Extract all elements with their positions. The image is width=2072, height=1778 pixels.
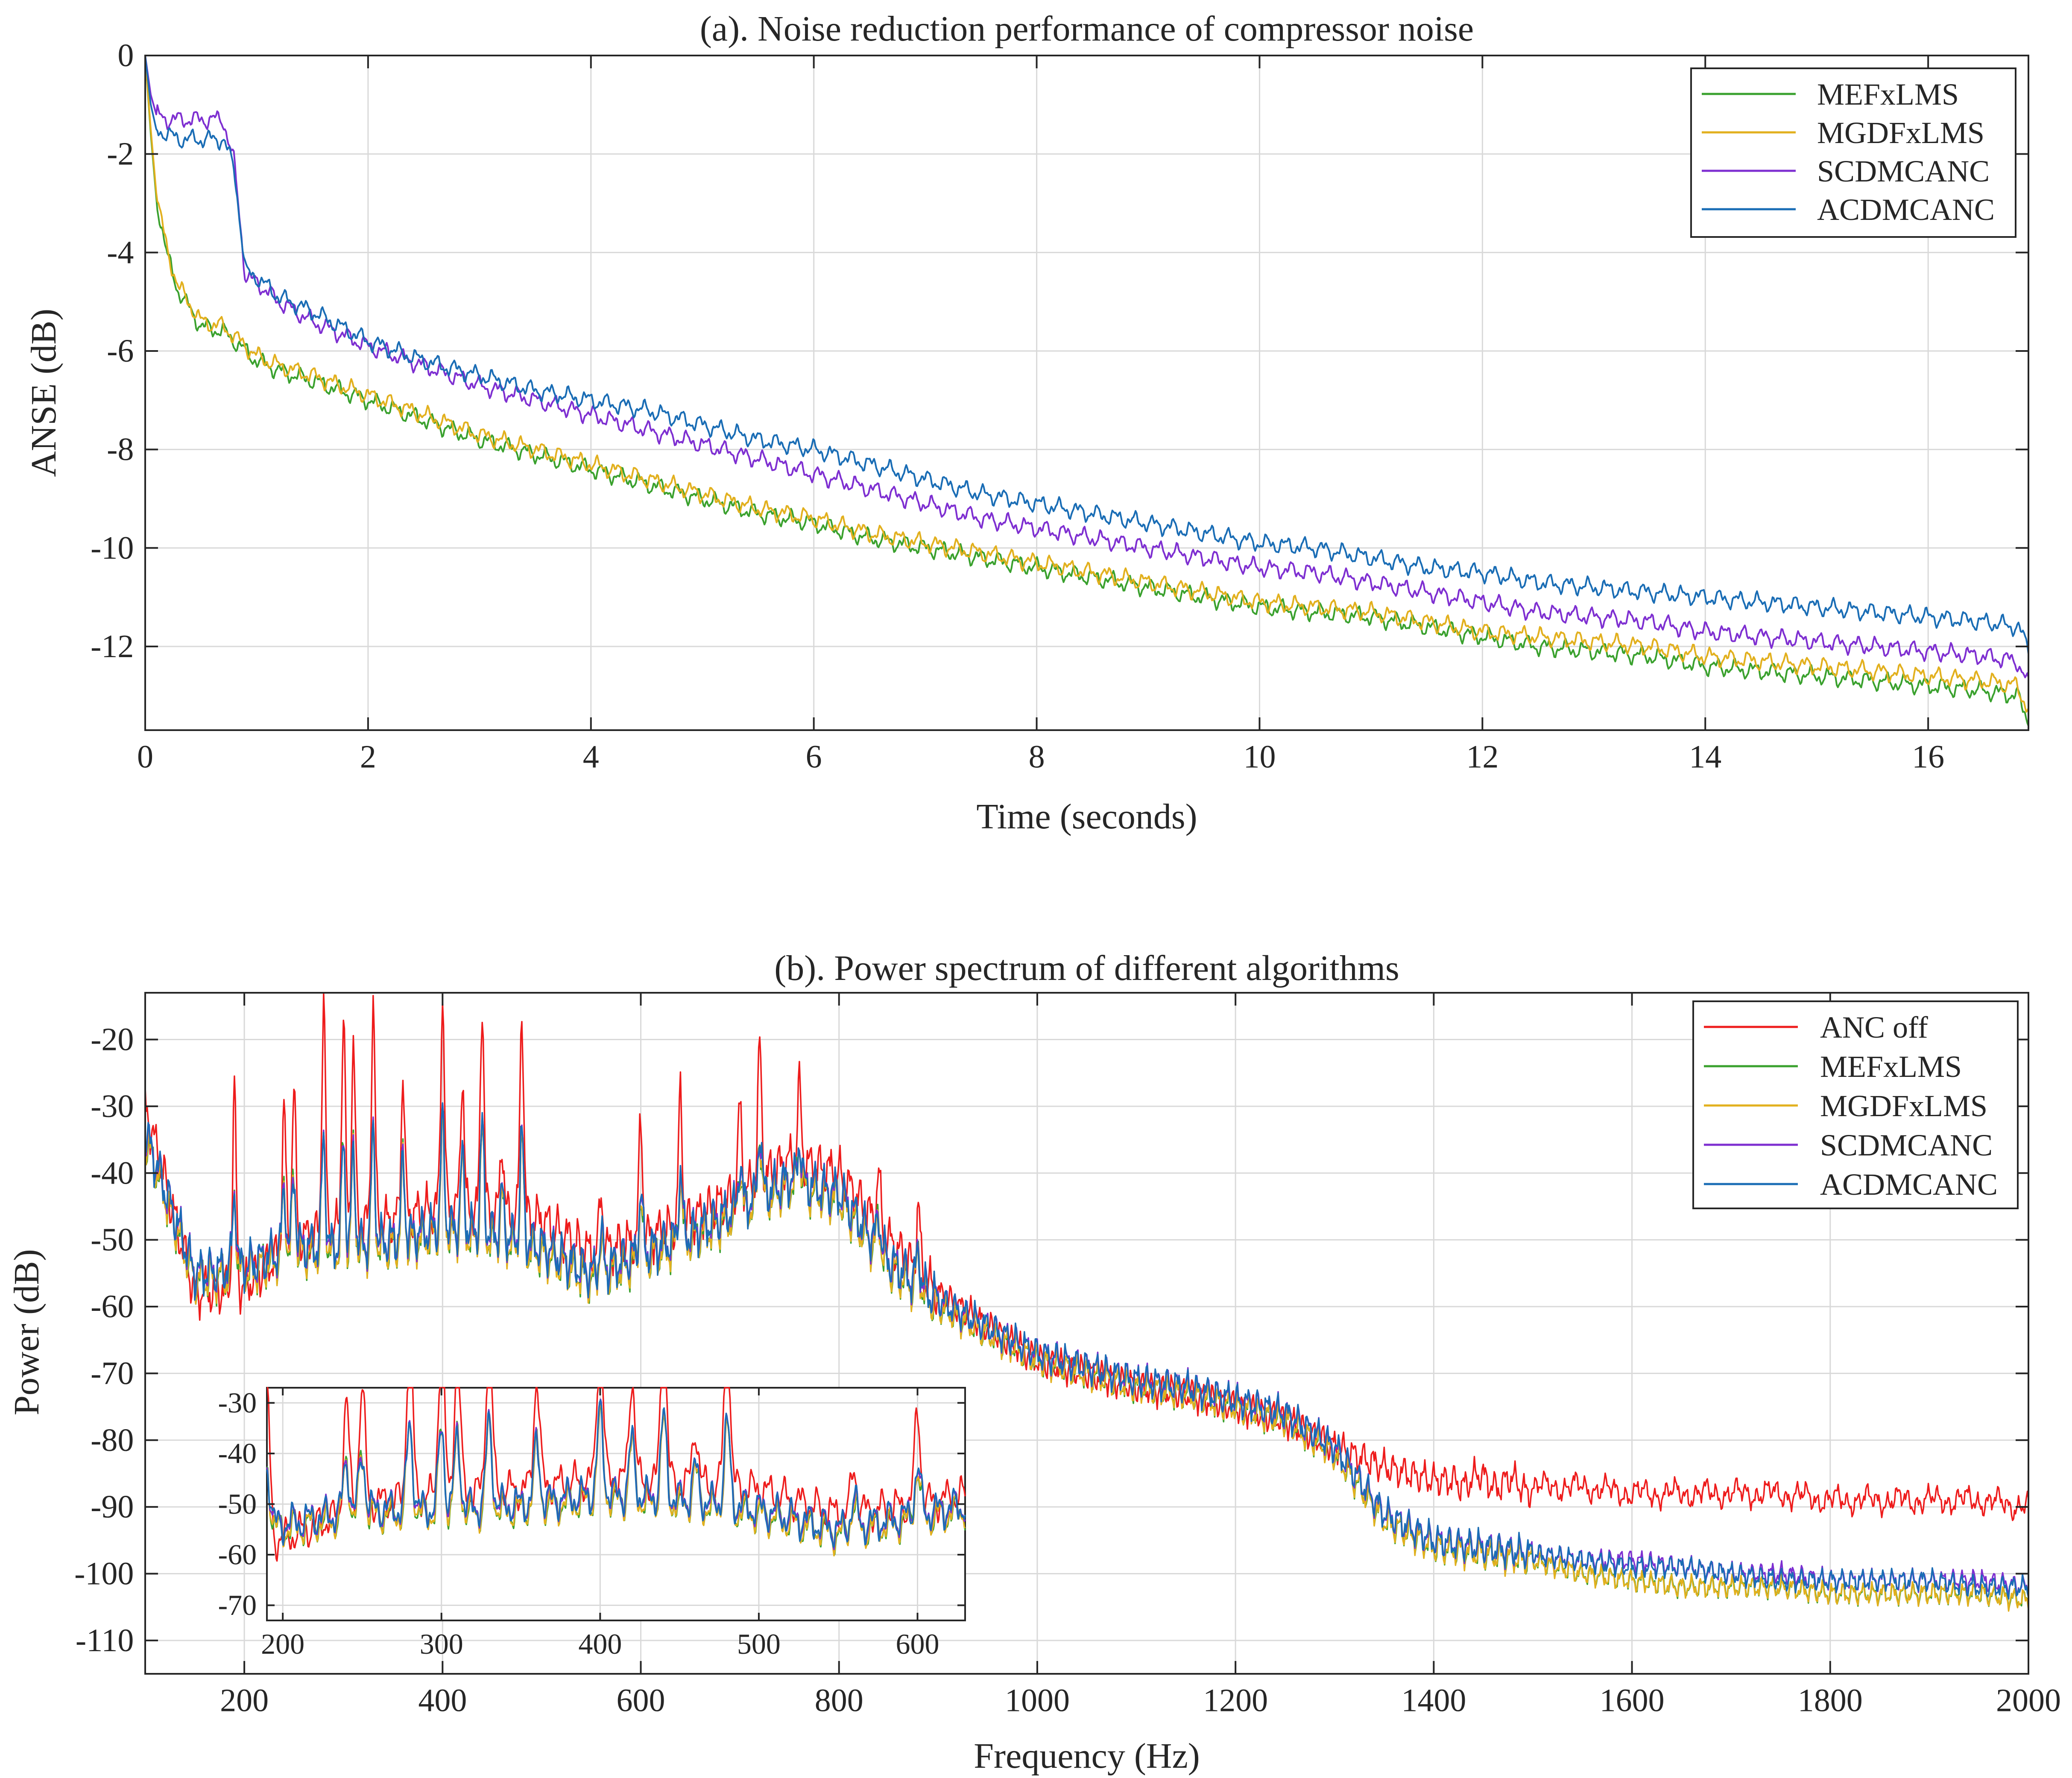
- y-axis-label-b: Power (dB): [7, 1249, 47, 1415]
- b-y-tick-label--100: -100: [74, 1556, 134, 1592]
- b-x-tick-label-1800: 1800: [1798, 1682, 1863, 1718]
- series-line-a-scdmcanc: [144, 55, 2029, 678]
- legend-label-mgdfxlms: MGDFxLMS: [1817, 116, 1984, 150]
- b-y-tick-label--40: -40: [91, 1155, 134, 1191]
- inset-x-tick-label-200: 200: [261, 1628, 304, 1660]
- a-y-tick-label--2: -2: [107, 136, 134, 172]
- legend-label-b-mefxlms: MEFxLMS: [1820, 1050, 1962, 1084]
- legend-label-mefxlms: MEFxLMS: [1817, 77, 1959, 111]
- inset-x-tick-label-400: 400: [578, 1628, 622, 1660]
- b-x-tick-label-800: 800: [815, 1682, 863, 1718]
- b-x-tick-label-400: 400: [418, 1682, 467, 1718]
- b-x-tick-label-1400: 1400: [1401, 1682, 1466, 1718]
- inset-series-line-acdmcanc: [266, 1399, 966, 1548]
- legend-b: ANC off MEFxLMS MGDFxLMS SCDMCANC ACDMCA…: [1692, 1000, 2019, 1209]
- inset-x-tick-label-500: 500: [737, 1628, 781, 1660]
- b-y-tick-label--70: -70: [91, 1355, 134, 1391]
- inset-y-tick-label--60: -60: [218, 1538, 257, 1570]
- a-x-tick-label-8: 8: [1029, 739, 1045, 775]
- b-x-tick-label-200: 200: [220, 1682, 269, 1718]
- series-a: [144, 55, 2029, 726]
- a-x-tick-label-6: 6: [806, 739, 822, 775]
- inset-x-tick-label-300: 300: [420, 1628, 463, 1660]
- a-y-tick-label-0: 0: [117, 38, 134, 73]
- legend-label-acdmcanc: ACDMCANC: [1817, 193, 1995, 227]
- chart-title-a: (a). Noise reduction performance of comp…: [700, 9, 1474, 49]
- series-line-b-anc-off: [144, 992, 2029, 1521]
- ticks-b: 200 400 600 800 1000 1200 1400 1600 1800 2000 -20 -…: [74, 993, 2061, 1718]
- series-b: [144, 992, 2029, 1612]
- legend-label-anc-off: ANC off: [1820, 1010, 1928, 1044]
- a-x-tick-label-4: 4: [583, 739, 599, 775]
- inset-b: 200 300 400 500 600 -30 -40 -50 -60 -70: [218, 1386, 966, 1660]
- legend-label-b-mgdfxlms: MGDFxLMS: [1820, 1089, 1987, 1123]
- legend-label-scdmcanc: SCDMCANC: [1817, 154, 1990, 188]
- a-y-tick-label--12: -12: [91, 629, 134, 664]
- a-x-tick-label-12: 12: [1466, 739, 1498, 775]
- series-line-a-acdmcanc: [144, 55, 2029, 654]
- series-line-a-mgdfxlms: [144, 55, 2029, 713]
- series-line-b-acdmcanc: [144, 1102, 2029, 1600]
- y-axis-label-a: ANSE (dB): [24, 309, 64, 477]
- a-x-tick-label-0: 0: [137, 739, 153, 775]
- a-y-tick-label--8: -8: [107, 432, 134, 468]
- b-x-tick-label-1000: 1000: [1005, 1682, 1070, 1718]
- a-y-tick-label--4: -4: [107, 234, 134, 270]
- b-x-tick-label-1200: 1200: [1203, 1682, 1268, 1718]
- b-y-tick-label--60: -60: [91, 1289, 134, 1325]
- b-x-tick-label-2000: 2000: [1996, 1682, 2061, 1718]
- inset-y-tick-label--70: -70: [218, 1589, 257, 1621]
- b-y-tick-label--90: -90: [91, 1489, 134, 1525]
- b-y-tick-label--50: -50: [91, 1222, 134, 1258]
- legend-a: MEFxLMS MGDFxLMS SCDMCANC ACDMCANC: [1690, 67, 2016, 238]
- a-y-tick-label--6: -6: [107, 333, 134, 369]
- a-y-tick-label--10: -10: [91, 530, 134, 566]
- a-x-tick-label-16: 16: [1912, 739, 1944, 775]
- b-y-tick-label--110: -110: [76, 1623, 134, 1658]
- chart-panel-b: 200 400 600 800 1000 1200 1400 1600 1800 2000 -20 -…: [7, 948, 2061, 1776]
- ticks-a: 0 2 4 6 8 10 12 14 16 0 -2 -4 -6 -8 -10 -12: [91, 38, 2028, 775]
- plot-frame-a: [144, 55, 2029, 731]
- x-axis-label-a: Time (seconds): [976, 797, 1197, 836]
- b-y-tick-label--30: -30: [91, 1088, 134, 1124]
- a-x-tick-label-14: 14: [1689, 739, 1721, 775]
- a-x-tick-label-2: 2: [360, 739, 376, 775]
- legend-label-b-acdmcanc: ACDMCANC: [1820, 1167, 1998, 1202]
- inset-x-tick-label-600: 600: [896, 1628, 939, 1660]
- x-axis-label-b: Frequency (Hz): [974, 1736, 1200, 1776]
- inset-y-tick-label--40: -40: [218, 1437, 257, 1469]
- chart-title-b: (b). Power spectrum of different algorit…: [774, 948, 1399, 988]
- inset-ticks: 200 300 400 500 600 -30 -40 -50 -60 -70: [218, 1386, 965, 1660]
- inset-y-tick-label--50: -50: [218, 1488, 257, 1520]
- legend-label-b-scdmcanc: SCDMCANC: [1820, 1128, 1993, 1162]
- b-y-tick-label--20: -20: [91, 1022, 134, 1058]
- inset-y-tick-label--30: -30: [218, 1386, 257, 1419]
- b-x-tick-label-600: 600: [617, 1682, 665, 1718]
- b-y-tick-label--80: -80: [91, 1422, 134, 1458]
- a-x-tick-label-10: 10: [1243, 739, 1276, 775]
- series-line-a-mefxlms: [144, 55, 2029, 726]
- chart-panel-a: 0 2 4 6 8 10 12 14 16 0 -2 -4 -6 -8 -10 -12 (a). Noise …: [24, 9, 2029, 836]
- plot-frame-b: [144, 992, 2029, 1675]
- b-x-tick-label-1600: 1600: [1600, 1682, 1665, 1718]
- inset-series: [266, 1387, 966, 1562]
